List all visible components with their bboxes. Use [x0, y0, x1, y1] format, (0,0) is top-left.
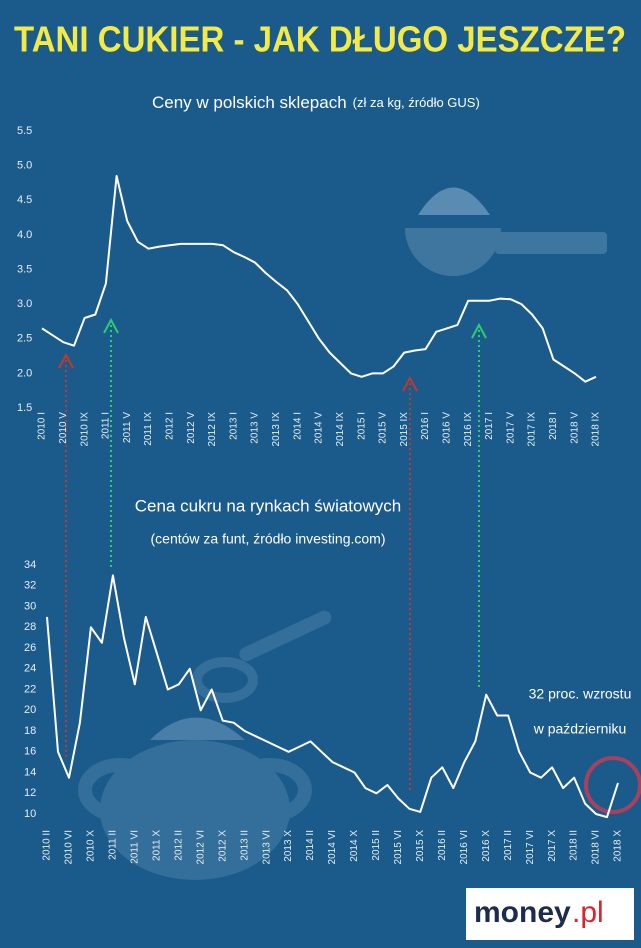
x-tick-label: 2010 I: [37, 412, 48, 440]
y-tick-label: 3.0: [17, 298, 32, 310]
x-tick-label: 2015 I: [356, 412, 367, 440]
x-tick-label: 2017 VI: [525, 830, 536, 864]
x-tick-label: 2014 VI: [327, 830, 338, 864]
y-tick-label: 5.0: [17, 160, 32, 172]
x-tick-label: 2013 VI: [261, 830, 272, 864]
x-tick-label: 2015 V: [378, 412, 389, 444]
x-tick-label: 2017 V: [505, 412, 516, 444]
y-tick-label: 24: [24, 663, 36, 675]
x-tick-label: 2016 X: [481, 830, 492, 862]
x-tick-label: 2015 X: [415, 830, 426, 862]
y-tick-label: 26: [24, 642, 36, 654]
y-tick-label: 28: [24, 621, 36, 633]
x-tick-label: 2014 IX: [335, 412, 346, 447]
x-tick-label: 2013 V: [250, 412, 261, 444]
x-tick-label: 2018 I: [548, 412, 559, 440]
x-tick-label: 2011 V: [122, 412, 133, 443]
x-tick-label: 2011 VI: [129, 830, 140, 864]
chart-subtitle: (centów za funt, źródło investing.com): [151, 531, 386, 547]
arrows: [58, 317, 487, 790]
y-tick-label: 4.5: [17, 194, 32, 206]
x-tick-label: 2016 II: [437, 830, 448, 861]
x-tick-label: 2010 IX: [79, 412, 90, 447]
x-tick-label: 2014 X: [349, 830, 360, 862]
y-tick-label: 34: [24, 559, 36, 571]
x-tick-label: 2011 I: [101, 412, 112, 439]
price-line: [46, 574, 619, 819]
x-tick-label: 2016 VI: [459, 830, 470, 864]
price-line: [41, 175, 597, 383]
y-tick-label: 30: [24, 600, 36, 612]
y-tick-label: 4.0: [17, 229, 32, 241]
scoop-icon: [405, 187, 607, 276]
y-tick-label: 14: [24, 766, 36, 778]
x-tick-label: 2013 I: [228, 412, 239, 440]
logo-name: money: [474, 896, 571, 929]
logo-box: [466, 888, 634, 940]
logo-suffix: .pl: [572, 896, 604, 929]
x-tick-label: 2010 VI: [64, 830, 75, 864]
main-title: TANI CUKIER - JAK DŁUGO JESZCZE?: [14, 19, 626, 60]
x-tick-label: 2018 II: [569, 830, 580, 861]
y-tick-label: 20: [24, 704, 36, 716]
x-tick-label: 2010 V: [58, 412, 69, 444]
highlight-circle: [584, 756, 641, 814]
x-tick-label: 2013 II: [239, 830, 250, 861]
x-tick-label: 2013 IX: [271, 412, 282, 447]
x-tick-label: 2012 VI: [195, 830, 206, 864]
x-tick-label: 2012 IX: [207, 412, 218, 447]
x-tick-label: 2016 IX: [463, 412, 474, 447]
x-tick-label: 2017 II: [503, 830, 514, 861]
y-tick-label: 32: [24, 580, 36, 592]
x-tick-label: 2014 I: [292, 412, 303, 440]
x-tick-label: 2015 II: [371, 830, 382, 861]
x-tick-label: 2015 IX: [399, 412, 410, 447]
chart-subtitle: (zł za kg, źródło GUS): [353, 95, 480, 110]
annotation: w październiku: [533, 721, 627, 737]
annotation: 32 proc. wzrostu: [529, 686, 632, 702]
y-tick-label: 12: [24, 787, 36, 799]
y-tick-label: 16: [24, 746, 36, 758]
x-tick-label: 2012 II: [173, 830, 184, 861]
y-tick-label: 22: [24, 683, 36, 695]
x-tick-label: 2012 I: [164, 412, 175, 440]
y-tick-label: 5.5: [17, 125, 32, 137]
x-tick-label: 2018 VI: [591, 830, 602, 864]
chart-title-text: Ceny w polskich sklepach: [152, 93, 347, 112]
x-tick-label: 2018 IX: [591, 412, 602, 447]
y-tick-label: 1.5: [17, 402, 32, 414]
chart-title: Cena cukru na rynkach światowych: [135, 496, 401, 515]
x-tick-label: 2011 II: [108, 830, 119, 860]
x-tick-label: 2014 V: [314, 412, 325, 444]
y-tick-label: 10: [24, 808, 36, 820]
chart-title: Ceny w polskich sklepach (zł za kg, źródł…: [152, 93, 480, 112]
x-tick-label: 2016 V: [441, 412, 452, 444]
y-tick-label: 2.0: [17, 367, 32, 379]
x-tick-label: 2012 V: [186, 412, 197, 444]
y-tick-label: 3.5: [17, 263, 32, 275]
x-tick-label: 2017 IX: [527, 412, 538, 447]
x-tick-label: 2010 II: [42, 830, 53, 861]
sugar-bowl-icon: [78, 610, 332, 880]
x-tick-label: 2018 X: [613, 830, 624, 862]
x-tick-label: 2012 X: [217, 830, 228, 862]
x-tick-label: 2011 IX: [143, 412, 154, 446]
x-tick-label: 2013 X: [283, 830, 294, 862]
x-tick-label: 2011 X: [151, 830, 162, 861]
x-tick-label: 2015 VI: [393, 830, 404, 864]
x-tick-label: 2016 I: [420, 412, 431, 440]
x-tick-label: 2010 X: [86, 830, 97, 862]
x-tick-label: 2018 V: [569, 412, 580, 444]
y-tick-label: 2.5: [17, 333, 32, 345]
x-tick-label: 2017 I: [484, 412, 495, 440]
y-tick-label: 18: [24, 725, 36, 737]
x-tick-label: 2014 II: [305, 830, 316, 861]
x-tick-label: 2017 X: [547, 830, 558, 862]
